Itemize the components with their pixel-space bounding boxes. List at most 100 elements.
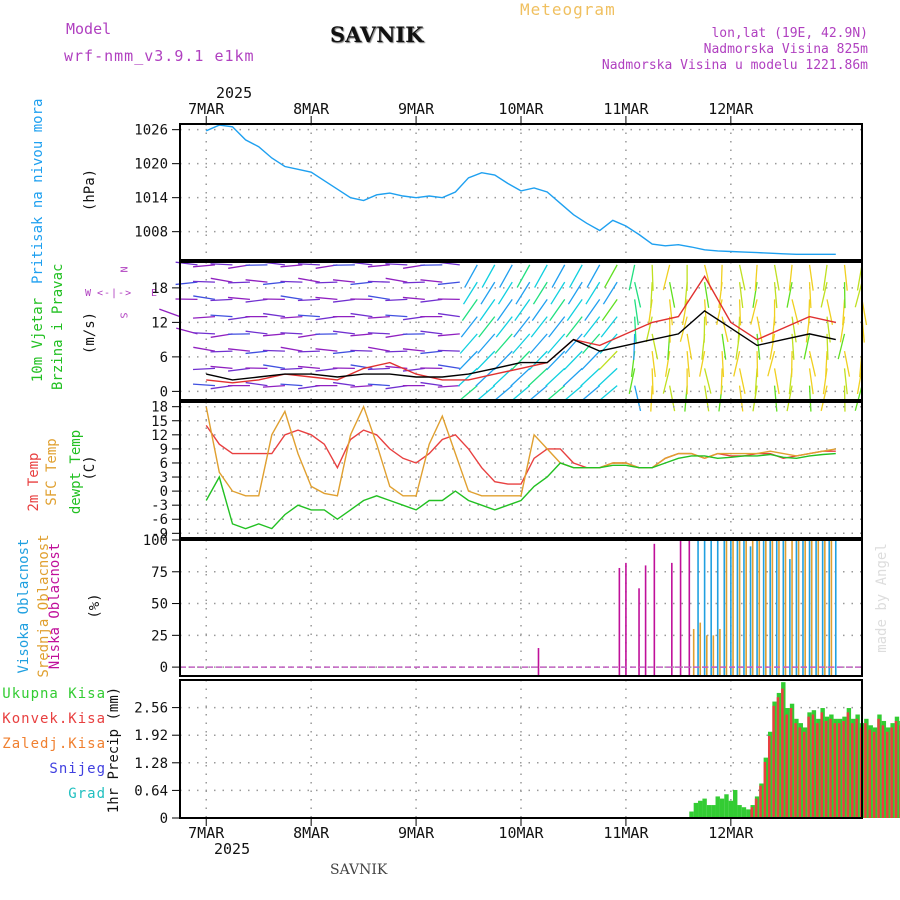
wind-barb xyxy=(650,385,653,412)
bar-visoka-oblacnost xyxy=(716,540,719,676)
wind-barb xyxy=(350,349,373,352)
wind-barb xyxy=(738,299,742,326)
wind-barb xyxy=(808,368,814,395)
bar-visoka-oblacnost xyxy=(769,540,771,676)
wind-barb xyxy=(545,367,566,387)
wind-barb xyxy=(651,368,654,395)
wind-barb xyxy=(752,282,758,308)
wind-barb xyxy=(767,350,776,377)
wind-barb xyxy=(315,281,338,284)
wind-barb xyxy=(297,350,320,353)
wind-barb xyxy=(720,368,723,395)
bar-srednja-oblacnost xyxy=(778,540,780,676)
wind-barb xyxy=(651,351,656,378)
wind-barb xyxy=(516,264,531,288)
wind-barb xyxy=(662,264,671,291)
ytick-label: 50 xyxy=(151,597,168,613)
ytick-label: 1008 xyxy=(134,225,168,241)
wind-barb xyxy=(669,282,676,308)
bar-visoka-oblacnost xyxy=(834,540,837,676)
wind-barb xyxy=(332,381,355,387)
model-label: Model xyxy=(66,20,112,38)
bar-konvek-kisa xyxy=(837,723,841,818)
wind-barb xyxy=(534,264,548,288)
bar-niska-oblacnost xyxy=(671,562,673,676)
bar-srednja-oblacnost xyxy=(692,628,695,676)
bar-niska-oblacnost xyxy=(638,588,640,676)
wind-barb xyxy=(228,367,251,372)
bar-ukupna-kisa xyxy=(706,805,712,818)
bar-konvek-kisa xyxy=(767,736,771,818)
wind-barb xyxy=(651,264,654,291)
wind-barb xyxy=(245,298,268,303)
wind-barb xyxy=(550,281,566,305)
wind-barb xyxy=(477,333,496,354)
bar-ukupna-kisa xyxy=(733,789,738,818)
bar-konvek-kisa xyxy=(798,727,802,818)
lonlat-label: lon,lat (19E, 42.9N) xyxy=(711,26,868,41)
wind-barb xyxy=(478,316,496,338)
wind-barb xyxy=(752,385,758,412)
wind-barb xyxy=(822,264,828,291)
wind-barb xyxy=(703,368,712,394)
wind-barb xyxy=(297,365,320,370)
wind-barb xyxy=(420,298,443,303)
wind-barb xyxy=(368,295,390,301)
wind-barb xyxy=(461,299,478,322)
bar-konvek-kisa xyxy=(842,720,845,818)
bar-konvek-kisa xyxy=(851,723,854,818)
wind-barb xyxy=(350,281,373,286)
wind-barb xyxy=(193,346,216,352)
wind-barb xyxy=(808,264,814,291)
wind-barb xyxy=(651,333,659,360)
wind-barb xyxy=(458,350,478,371)
wind-barb xyxy=(495,316,513,338)
wind-barb xyxy=(280,264,303,268)
wind-barb xyxy=(210,263,233,266)
wind-barb xyxy=(721,351,725,378)
bar-ukupna-kisa xyxy=(698,800,703,818)
bar-konvek-kisa xyxy=(763,761,767,818)
bar-visoka-oblacnost xyxy=(743,540,745,676)
bar-konvek-kisa xyxy=(811,714,815,818)
wind-barb xyxy=(192,280,215,283)
wind-barb xyxy=(227,296,251,301)
wind-barb xyxy=(210,277,233,283)
wind-barb xyxy=(332,279,355,283)
wind-barb xyxy=(192,332,216,335)
bar-ukupna-kisa xyxy=(728,800,734,818)
wind-barb xyxy=(332,330,355,335)
date-label-top: 10MAR xyxy=(498,100,544,118)
bar-konvek-kisa xyxy=(890,727,893,818)
wind-barb xyxy=(513,316,531,338)
ytick-label: 6 xyxy=(160,350,168,366)
date-label-bottom: 10MAR xyxy=(498,824,544,842)
legend-konvek: Konvek.Kisa xyxy=(2,711,106,727)
wind-barb xyxy=(475,367,496,387)
wind-barb xyxy=(496,299,513,322)
wind-barb xyxy=(530,316,548,338)
bar-visoka-oblacnost xyxy=(730,540,732,676)
wind-barb xyxy=(562,367,583,387)
bar-visoka-oblacnost xyxy=(723,540,726,676)
panel-pressure: 1008 1014 1020 1026 xyxy=(134,123,863,261)
wind-barb xyxy=(192,383,216,387)
ytick-label: 1.28 xyxy=(134,756,168,772)
wind-barb xyxy=(497,281,513,305)
wind-barb xyxy=(385,350,408,353)
wind-barb xyxy=(601,299,618,322)
wind-barb xyxy=(820,385,828,412)
wind-barb xyxy=(825,351,828,378)
wind-barb xyxy=(738,264,746,291)
date-label-bottom: 7MAR xyxy=(188,824,225,842)
wind-barb xyxy=(175,281,198,286)
compass-e: E xyxy=(151,288,158,299)
wind-barb xyxy=(263,364,286,370)
bar-konvek-kisa xyxy=(824,720,828,818)
wind-barb xyxy=(546,350,566,371)
bar-srednja-oblacnost xyxy=(765,540,767,676)
wind-barb xyxy=(367,315,390,319)
wind-barb xyxy=(803,333,811,360)
wind-barb xyxy=(178,358,197,369)
